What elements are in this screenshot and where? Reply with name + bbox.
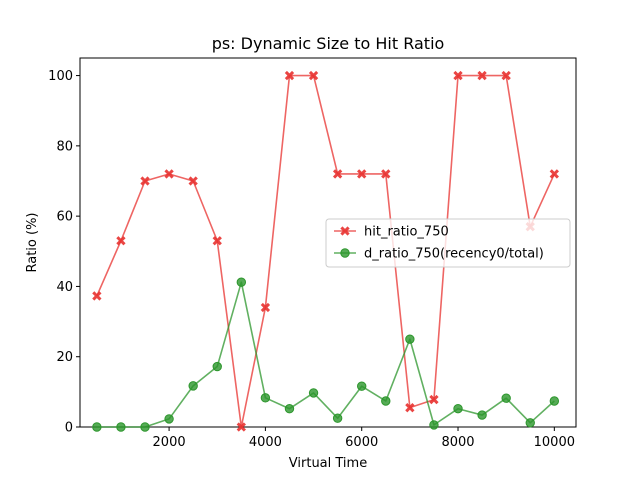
data-point <box>357 381 367 391</box>
data-point <box>236 422 246 432</box>
legend-box <box>325 218 571 268</box>
data-point <box>501 393 511 403</box>
x-tick-label: 6000 <box>345 435 378 450</box>
data-point <box>188 176 198 186</box>
y-axis: 0 20 40 60 80 100 <box>48 69 80 436</box>
data-point <box>92 422 102 432</box>
data-point <box>140 422 150 432</box>
legend-label: hit_ratio_750 <box>364 225 449 240</box>
data-point <box>236 277 247 287</box>
data-point <box>116 236 126 246</box>
legend-marker <box>340 226 350 236</box>
data-point <box>284 70 295 81</box>
data-point <box>260 302 271 313</box>
data-point <box>429 420 439 430</box>
y-axis-label: Ratio (%) <box>25 212 40 272</box>
series-line <box>96 74 556 428</box>
x-tick-label: 4000 <box>249 435 282 450</box>
data-point <box>92 291 102 301</box>
chart-title: ps: Dynamic Size to Hit Ratio <box>212 34 445 53</box>
data-point <box>453 70 463 81</box>
series-0 <box>92 70 559 432</box>
data-point <box>308 70 319 81</box>
data-point <box>477 410 487 420</box>
data-point <box>477 70 487 81</box>
series-1 <box>92 277 560 432</box>
legend-items: hit_ratio_750 d_ratio_750(recency0/total) <box>334 225 544 262</box>
x-axis: 2000 4000 6000 8000 10000 <box>153 427 575 450</box>
y-tick-label: 20 <box>56 350 73 365</box>
data-point <box>116 422 126 432</box>
data-point <box>405 334 415 344</box>
data-point <box>212 361 222 372</box>
data-point <box>260 393 271 403</box>
y-tick-label: 40 <box>56 280 73 295</box>
plot-area <box>79 57 577 428</box>
data-point <box>381 396 391 406</box>
y-tick-label: 60 <box>56 210 73 225</box>
legend: hit_ratio_750 d_ratio_750(recency0/total) <box>325 218 571 268</box>
data-point <box>405 403 415 413</box>
legend-label: d_ratio_750(recency0/total) <box>364 247 544 262</box>
data-point <box>429 394 439 405</box>
y-tick-label: 100 <box>48 69 73 84</box>
data-point <box>549 396 560 406</box>
data-point <box>284 404 295 414</box>
data-point <box>549 169 559 179</box>
data-point <box>381 169 391 179</box>
data-point <box>332 413 343 423</box>
plot-frame <box>79 57 577 428</box>
data-point <box>357 169 367 179</box>
data-point <box>164 169 174 179</box>
x-tick-label: 10000 <box>534 435 575 450</box>
x-tick-label: 8000 <box>441 435 474 450</box>
data-point <box>140 176 150 186</box>
data-point <box>308 388 319 398</box>
data-point <box>453 404 463 414</box>
data-point <box>212 236 222 246</box>
x-axis-label: Virtual Time <box>289 456 367 471</box>
data-point <box>501 70 511 81</box>
data-point <box>188 381 198 391</box>
legend-marker <box>340 248 350 258</box>
series-layer <box>92 70 560 432</box>
data-point <box>332 169 343 179</box>
data-point <box>164 414 174 424</box>
y-tick-label: 80 <box>56 139 73 154</box>
y-tick-label: 0 <box>65 421 73 436</box>
x-tick-label: 2000 <box>153 435 186 450</box>
data-point <box>525 418 535 428</box>
